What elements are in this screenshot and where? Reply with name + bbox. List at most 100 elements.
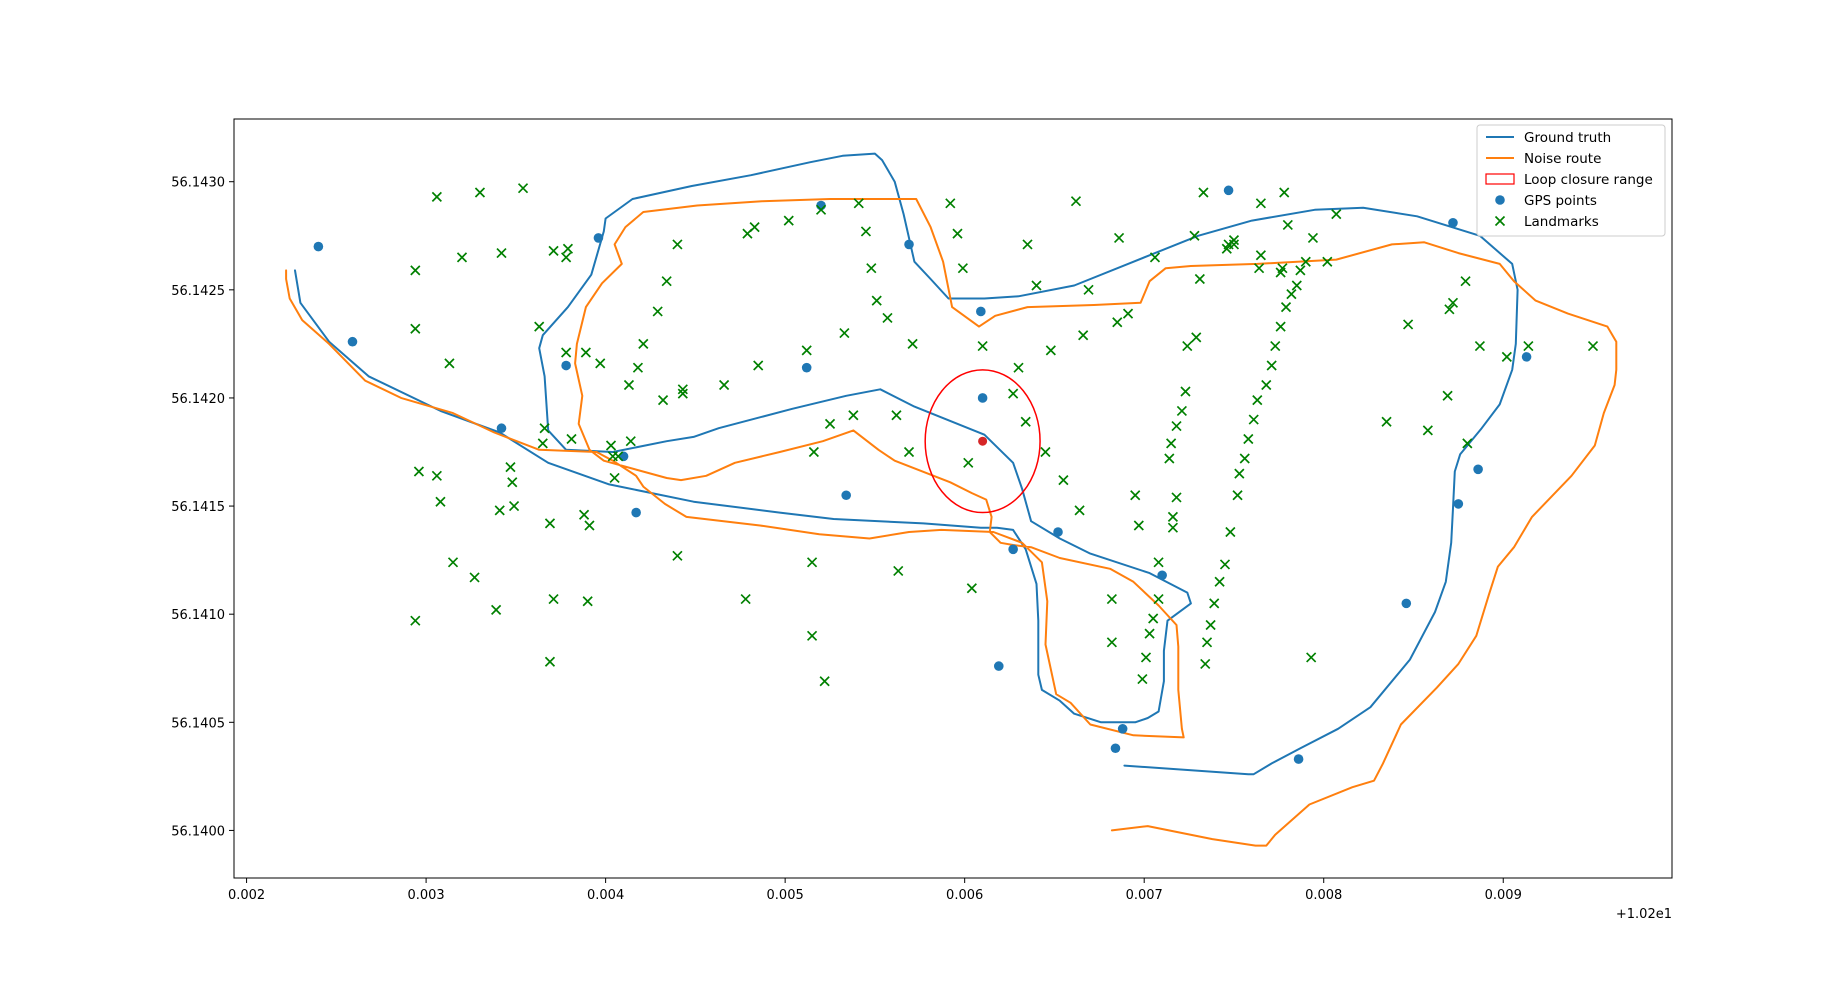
loop-closure-point — [978, 436, 988, 446]
landmark-point — [1232, 490, 1243, 501]
landmark-point — [1295, 265, 1306, 276]
gps-point — [1223, 185, 1234, 196]
landmark-point — [517, 183, 529, 194]
landmark-point — [1214, 576, 1225, 587]
landmark-point — [957, 263, 968, 274]
x-tick-label: 0.003 — [407, 888, 444, 903]
landmark-point — [1182, 340, 1193, 352]
landmark-point — [806, 557, 818, 568]
landmark-point — [966, 583, 977, 594]
landmark-point — [609, 472, 620, 484]
landmark-point — [605, 440, 617, 451]
landmark-point — [945, 198, 956, 209]
y-tick-label: 56.1400 — [171, 824, 225, 839]
plot-border — [233, 118, 1673, 879]
y-tick-label: 56.1415 — [171, 500, 225, 515]
landmark-point — [623, 379, 635, 391]
landmark-point — [431, 470, 442, 481]
landmark-point — [1255, 198, 1266, 209]
landmark-point — [544, 518, 556, 529]
landmark-point — [435, 496, 446, 507]
landmark-point — [801, 345, 812, 356]
landmark-point — [1078, 330, 1089, 341]
landmark-point — [1322, 256, 1333, 267]
landmark-point — [1194, 273, 1205, 285]
landmark-point — [740, 593, 751, 605]
landmark-point — [1243, 433, 1254, 445]
landmark-point — [1113, 232, 1125, 244]
legend-entry: Loop closure range — [1485, 172, 1653, 188]
landmark-point — [578, 509, 590, 520]
gps-point — [1117, 723, 1128, 734]
landmark-point — [613, 451, 624, 462]
gps-point — [1008, 544, 1018, 555]
landmark-point — [907, 338, 918, 349]
x-tick-label: 0.005 — [767, 888, 804, 903]
landmark-point — [1291, 280, 1302, 291]
legend-patch-swatch — [1485, 173, 1515, 185]
landmark-point — [866, 263, 877, 274]
x-tick-label: 0.008 — [1305, 888, 1342, 903]
landmark-point — [1070, 196, 1082, 207]
landmark-point — [1282, 219, 1293, 231]
landmark-point — [410, 323, 421, 334]
landmark-point — [1180, 386, 1191, 397]
landmark-point — [672, 239, 683, 250]
legend-x-swatch — [1494, 215, 1506, 227]
landmark-point — [1225, 526, 1236, 538]
gps-point — [1521, 352, 1532, 362]
landmark-point — [1248, 414, 1259, 425]
landmark-point — [882, 312, 893, 324]
x-axis-offset-label: +1.02e1 — [1616, 907, 1672, 922]
landmark-point — [507, 477, 518, 488]
gps-point — [977, 393, 988, 403]
landmark-point — [1164, 453, 1175, 464]
landmark-point — [652, 306, 663, 317]
landmark-point — [891, 410, 902, 421]
landmark-point — [1261, 379, 1272, 391]
landmark-point — [561, 347, 572, 358]
legend-label: Ground truth — [1524, 130, 1611, 146]
landmark-point — [1381, 416, 1392, 427]
landmark-point — [893, 565, 904, 577]
gps-point — [1293, 754, 1304, 764]
landmark-point — [1140, 652, 1152, 663]
landmark-point — [469, 572, 480, 583]
axis-layer: 0.002 0.003 0.004 0.005 0.006 0.007 0.008 0.009… — [171, 176, 1522, 903]
landmark-point — [1122, 308, 1134, 319]
landmark-point — [1306, 652, 1317, 663]
landmark-point — [808, 446, 819, 458]
landmark-point — [1148, 613, 1159, 624]
landmark-point — [584, 520, 595, 531]
landmark-point — [562, 243, 574, 254]
landmark-point — [1523, 340, 1534, 352]
landmark-point — [1253, 263, 1265, 274]
landmark-point — [638, 338, 649, 349]
landmark-point — [1149, 252, 1161, 263]
landmark-point — [1239, 453, 1250, 464]
landmark-point — [1200, 658, 1211, 670]
y-tick-label: 56.1430 — [171, 176, 225, 191]
landmark-point — [677, 384, 688, 395]
landmark-point — [1209, 598, 1220, 609]
landmark-point — [661, 276, 672, 287]
landmark-point — [1307, 232, 1319, 244]
landmark-point — [1137, 673, 1148, 685]
landmark-point — [815, 204, 827, 215]
x-tick-label: 0.009 — [1485, 888, 1522, 903]
landmark-point — [1270, 340, 1281, 352]
landmark-point — [1166, 438, 1177, 449]
landmark-point — [456, 252, 468, 263]
legend-box — [1476, 124, 1666, 237]
landmark-point — [444, 358, 455, 369]
landmark-point — [824, 418, 836, 429]
landmark-point — [413, 466, 425, 477]
gps-point — [593, 233, 604, 243]
landmark-point — [447, 557, 459, 568]
landmark-point — [1402, 319, 1414, 330]
gps-point — [1453, 499, 1464, 509]
landmark-point — [1234, 468, 1245, 479]
landmark-point — [534, 321, 545, 332]
landmark-point — [1074, 505, 1085, 516]
gps-point — [976, 306, 986, 317]
